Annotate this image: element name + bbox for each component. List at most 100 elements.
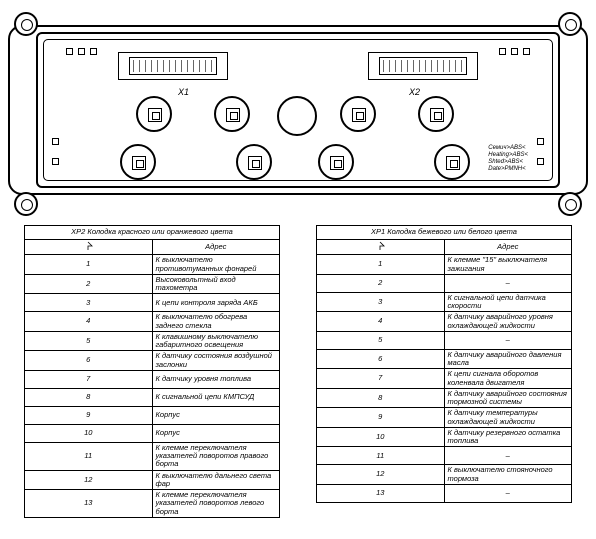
table-row: 10Корпус — [25, 424, 280, 442]
table-row: 12К выключателю стояночного тормоза — [317, 465, 572, 485]
row-desc: К выключателю дальнего света фар — [152, 470, 280, 490]
table-row: 13К клемме переключателя указателей пово… — [25, 490, 280, 518]
row-number: 10 — [317, 427, 445, 447]
row-desc: Корпус — [152, 406, 280, 424]
table-title: ХР1 Колодка бежевого или белого цвета — [317, 226, 572, 240]
table-row: 2Высоковольтный вход тахометра — [25, 274, 280, 294]
table-xp1: ХР1 Колодка бежевого или белого цвета Ад… — [316, 225, 572, 518]
table-row: 7К цепи сигнала оборотов коленвала двига… — [317, 369, 572, 389]
lamp-socket — [340, 96, 376, 132]
row-desc: К датчику аварийного давления масла — [444, 349, 572, 369]
table-row: 11– — [317, 447, 572, 465]
vent-hole — [78, 48, 85, 55]
row-desc: Корпус — [152, 424, 280, 442]
table-row: 9Корпус — [25, 406, 280, 424]
vent-hole — [52, 138, 59, 145]
table-row: 9К датчику температуры охлаждающей жидко… — [317, 408, 572, 428]
table-row: 2– — [317, 274, 572, 292]
row-number: 7 — [25, 370, 153, 388]
row-number: 12 — [317, 465, 445, 485]
vent-hole — [523, 48, 530, 55]
row-number: 3 — [317, 292, 445, 312]
vent-hole — [90, 48, 97, 55]
lamp-socket — [136, 96, 172, 132]
lamp-socket — [214, 96, 250, 132]
row-desc: К выключателю противотуманных фонарей — [152, 255, 280, 275]
row-desc: К датчику температуры охлаждающей жидкос… — [444, 408, 572, 428]
vent-hole — [537, 138, 544, 145]
column-addr: Адрес — [444, 240, 572, 255]
row-number: 4 — [25, 312, 153, 332]
row-number: 6 — [25, 351, 153, 371]
column-addr: Адрес — [152, 240, 280, 255]
row-desc: Высоковольтный вход тахометра — [152, 274, 280, 294]
vent-hole — [537, 158, 544, 165]
table-row: 1К клемме "15" выключателя зажигания — [317, 255, 572, 275]
row-desc: К сигнальной цепи КМПСУД — [152, 388, 280, 406]
row-desc: К клемме переключателя указателей поворо… — [152, 490, 280, 518]
row-number: 13 — [317, 484, 445, 502]
table-row: 1К выключателю противотуманных фонарей — [25, 255, 280, 275]
column-num-icon — [317, 240, 445, 255]
vent-hole — [511, 48, 518, 55]
table-row: 8К сигнальной цепи КМПСУД — [25, 388, 280, 406]
row-number: 12 — [25, 470, 153, 490]
row-desc: – — [444, 331, 572, 349]
table-row: 11К клемме переключателя указателей пово… — [25, 442, 280, 470]
connector-label: X1 — [178, 87, 189, 97]
table-xp2: ХР2 Колодка красного или оранжевого цвет… — [24, 225, 280, 518]
table-row: 4К выключателю обогрева заднего стекла — [25, 312, 280, 332]
row-number: 7 — [317, 369, 445, 389]
row-desc: К датчику уровня топлива — [152, 370, 280, 388]
wiring-diagram: X1 X2 Семич>ABS< Heating>ABS< Shted>ABS<… — [8, 10, 588, 210]
lamp-socket — [236, 144, 272, 180]
row-number: 9 — [317, 408, 445, 428]
row-desc: К сигнальной цепи датчика скорости — [444, 292, 572, 312]
row-number: 4 — [317, 312, 445, 332]
row-desc: К выключателю обогрева заднего стекла — [152, 312, 280, 332]
vent-hole — [52, 158, 59, 165]
table-row: 10К датчику резервного остатка топлива — [317, 427, 572, 447]
row-desc: – — [444, 447, 572, 465]
row-number: 8 — [317, 388, 445, 408]
table-row: 3К цепи контроля заряда АКБ — [25, 294, 280, 312]
row-desc: – — [444, 484, 572, 502]
connector-x2 — [368, 52, 478, 80]
table-row: 13– — [317, 484, 572, 502]
row-desc: К клавишному выключателю габаритного осв… — [152, 331, 280, 351]
row-number: 5 — [25, 331, 153, 351]
row-desc: К клемме "15" выключателя зажигания — [444, 255, 572, 275]
row-number: 9 — [25, 406, 153, 424]
lamp-socket — [434, 144, 470, 180]
row-desc: К выключателю стояночного тормоза — [444, 465, 572, 485]
row-desc: К датчику аварийного состояния тормозной… — [444, 388, 572, 408]
lamp-socket — [418, 96, 454, 132]
row-desc: К датчику аварийного уровня охлаждающей … — [444, 312, 572, 332]
row-desc: К датчику резервного остатка топлива — [444, 427, 572, 447]
row-number: 11 — [317, 447, 445, 465]
row-desc: К клемме переключателя указателей поворо… — [152, 442, 280, 470]
row-number: 5 — [317, 331, 445, 349]
table-row: 3К сигнальной цепи датчика скорости — [317, 292, 572, 312]
row-number: 11 — [25, 442, 153, 470]
center-hole — [277, 96, 317, 136]
info-text: Семич>ABS< Heating>ABS< Shted>ABS< Date>… — [488, 145, 528, 173]
row-number: 2 — [25, 274, 153, 294]
row-desc: – — [444, 274, 572, 292]
table-row: 6К датчику аварийного давления масла — [317, 349, 572, 369]
table-title: ХР2 Колодка красного или оранжевого цвет… — [25, 226, 280, 240]
row-number: 2 — [317, 274, 445, 292]
table-row: 8К датчику аварийного состояния тормозно… — [317, 388, 572, 408]
row-number: 1 — [317, 255, 445, 275]
row-desc: К датчику состояния воздушной заслонки — [152, 351, 280, 371]
row-number: 10 — [25, 424, 153, 442]
lamp-socket — [120, 144, 156, 180]
row-number: 8 — [25, 388, 153, 406]
row-desc: К цепи сигнала оборотов коленвала двигат… — [444, 369, 572, 389]
table-row: 7К датчику уровня топлива — [25, 370, 280, 388]
row-desc: К цепи контроля заряда АКБ — [152, 294, 280, 312]
row-number: 1 — [25, 255, 153, 275]
vent-hole — [66, 48, 73, 55]
row-number: 6 — [317, 349, 445, 369]
mount-screw — [14, 192, 38, 216]
